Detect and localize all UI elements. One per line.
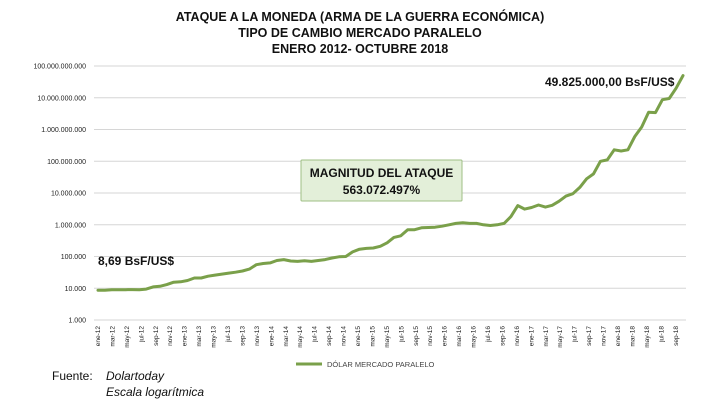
y-tick-label: 1.000.000.000 (41, 127, 86, 134)
magnitude-box-title: MAGNITUD DEL ATAQUE (310, 166, 454, 180)
chart-title-line-2: TIPO DE CAMBIO MERCADO PARALELO (238, 26, 482, 40)
x-tick-label: sep-16 (499, 326, 506, 346)
x-tick-label: ene-12 (95, 326, 102, 347)
x-tick-label: sep-15 (413, 326, 420, 346)
y-tick-label: 10.000.000.000 (37, 95, 86, 102)
y-tick-label: 100.000 (61, 254, 86, 261)
x-tick-label: nov-15 (427, 326, 434, 346)
x-tick-label: may-15 (384, 326, 391, 348)
x-tick-label: mar-15 (369, 326, 376, 347)
x-tick-label: mar-18 (629, 326, 636, 347)
x-tick-label: sep-17 (586, 326, 593, 346)
x-tick-label: jul-17 (572, 326, 579, 343)
y-tick-label: 10.000.000 (51, 191, 86, 198)
x-tick-label: ene-16 (442, 326, 449, 347)
annotation-start-value: 8,69 BsF/US$ (98, 254, 174, 268)
series-line-dolar-paralelo (96, 74, 685, 292)
y-tick-label: 100.000.000.000 (33, 64, 86, 71)
x-tick-label: ene-13 (182, 326, 189, 347)
x-tick-label: ene-14 (268, 326, 275, 347)
x-tick-label: sep-13 (239, 326, 246, 346)
chart-title-line-1: ATAQUE A LA MONEDA (ARMA DE LA GUERRA EC… (175, 10, 545, 24)
x-tick-label: may-12 (124, 326, 131, 348)
x-tick-label: ene-18 (615, 326, 622, 347)
x-tick-label: jul-12 (138, 326, 145, 343)
x-tick-label: sep-18 (673, 326, 680, 346)
x-tick-label: may-13 (211, 326, 218, 348)
x-tick-label: sep-14 (326, 326, 333, 346)
magnitude-box-value: 563.072.497% (343, 183, 421, 197)
y-tick-label: 100.000.000 (47, 159, 86, 166)
gridlines (94, 65, 686, 321)
y-tick-label: 1.000 (68, 318, 86, 325)
chart-title-line-3: ENERO 2012- OCTUBRE 2018 (271, 42, 449, 56)
x-tick-label: jul-15 (398, 326, 405, 343)
source-label: Fuente: (52, 369, 93, 383)
x-tick-label: may-14 (297, 326, 304, 348)
x-tick-label: mar-17 (543, 326, 550, 347)
y-axis-ticks: 1.000 10.000 100.000 1.000.000 10.000.000 100… (33, 64, 86, 325)
x-tick-label: nov-16 (514, 326, 521, 346)
x-tick-label: mar-14 (283, 326, 290, 347)
x-tick-label: ene-17 (528, 326, 535, 347)
x-axis-ticks: ene-12 mar-12 may-12 jul-12 sep-12 nov-12 ene-… (95, 326, 680, 348)
x-tick-label: sep-12 (153, 326, 160, 346)
x-tick-label: may-17 (557, 326, 564, 348)
x-tick-label: nov-12 (167, 326, 174, 346)
legend-label: DÓLAR MERCADO PARALELO (327, 360, 435, 369)
y-tick-label: 1.000.000 (55, 222, 86, 229)
legend: DÓLAR MERCADO PARALELO (296, 360, 435, 369)
x-tick-label: mar-13 (196, 326, 203, 347)
y-tick-label: 10.000 (65, 286, 87, 293)
magnitude-box: MAGNITUD DEL ATAQUE 563.072.497% (300, 159, 463, 202)
x-tick-label: may-18 (644, 326, 651, 348)
x-tick-label: nov-13 (254, 326, 261, 346)
x-tick-label: jul-18 (658, 326, 665, 343)
x-tick-label: mar-16 (456, 326, 463, 347)
x-tick-label: jul-13 (225, 326, 232, 343)
x-tick-label: may-16 (471, 326, 478, 348)
source-value: Dolartoday (106, 369, 165, 383)
x-tick-label: nov-14 (341, 326, 348, 346)
annotation-end-value: 49.825.000,00 BsF/US$ (545, 75, 675, 89)
x-tick-label: ene-15 (355, 326, 362, 347)
x-tick-label: nov-17 (601, 326, 608, 346)
x-tick-label: jul-14 (312, 326, 319, 343)
scale-note: Escala logarítmica (106, 385, 205, 399)
x-tick-label: jul-16 (485, 326, 492, 343)
x-tick-label: mar-12 (109, 326, 116, 347)
